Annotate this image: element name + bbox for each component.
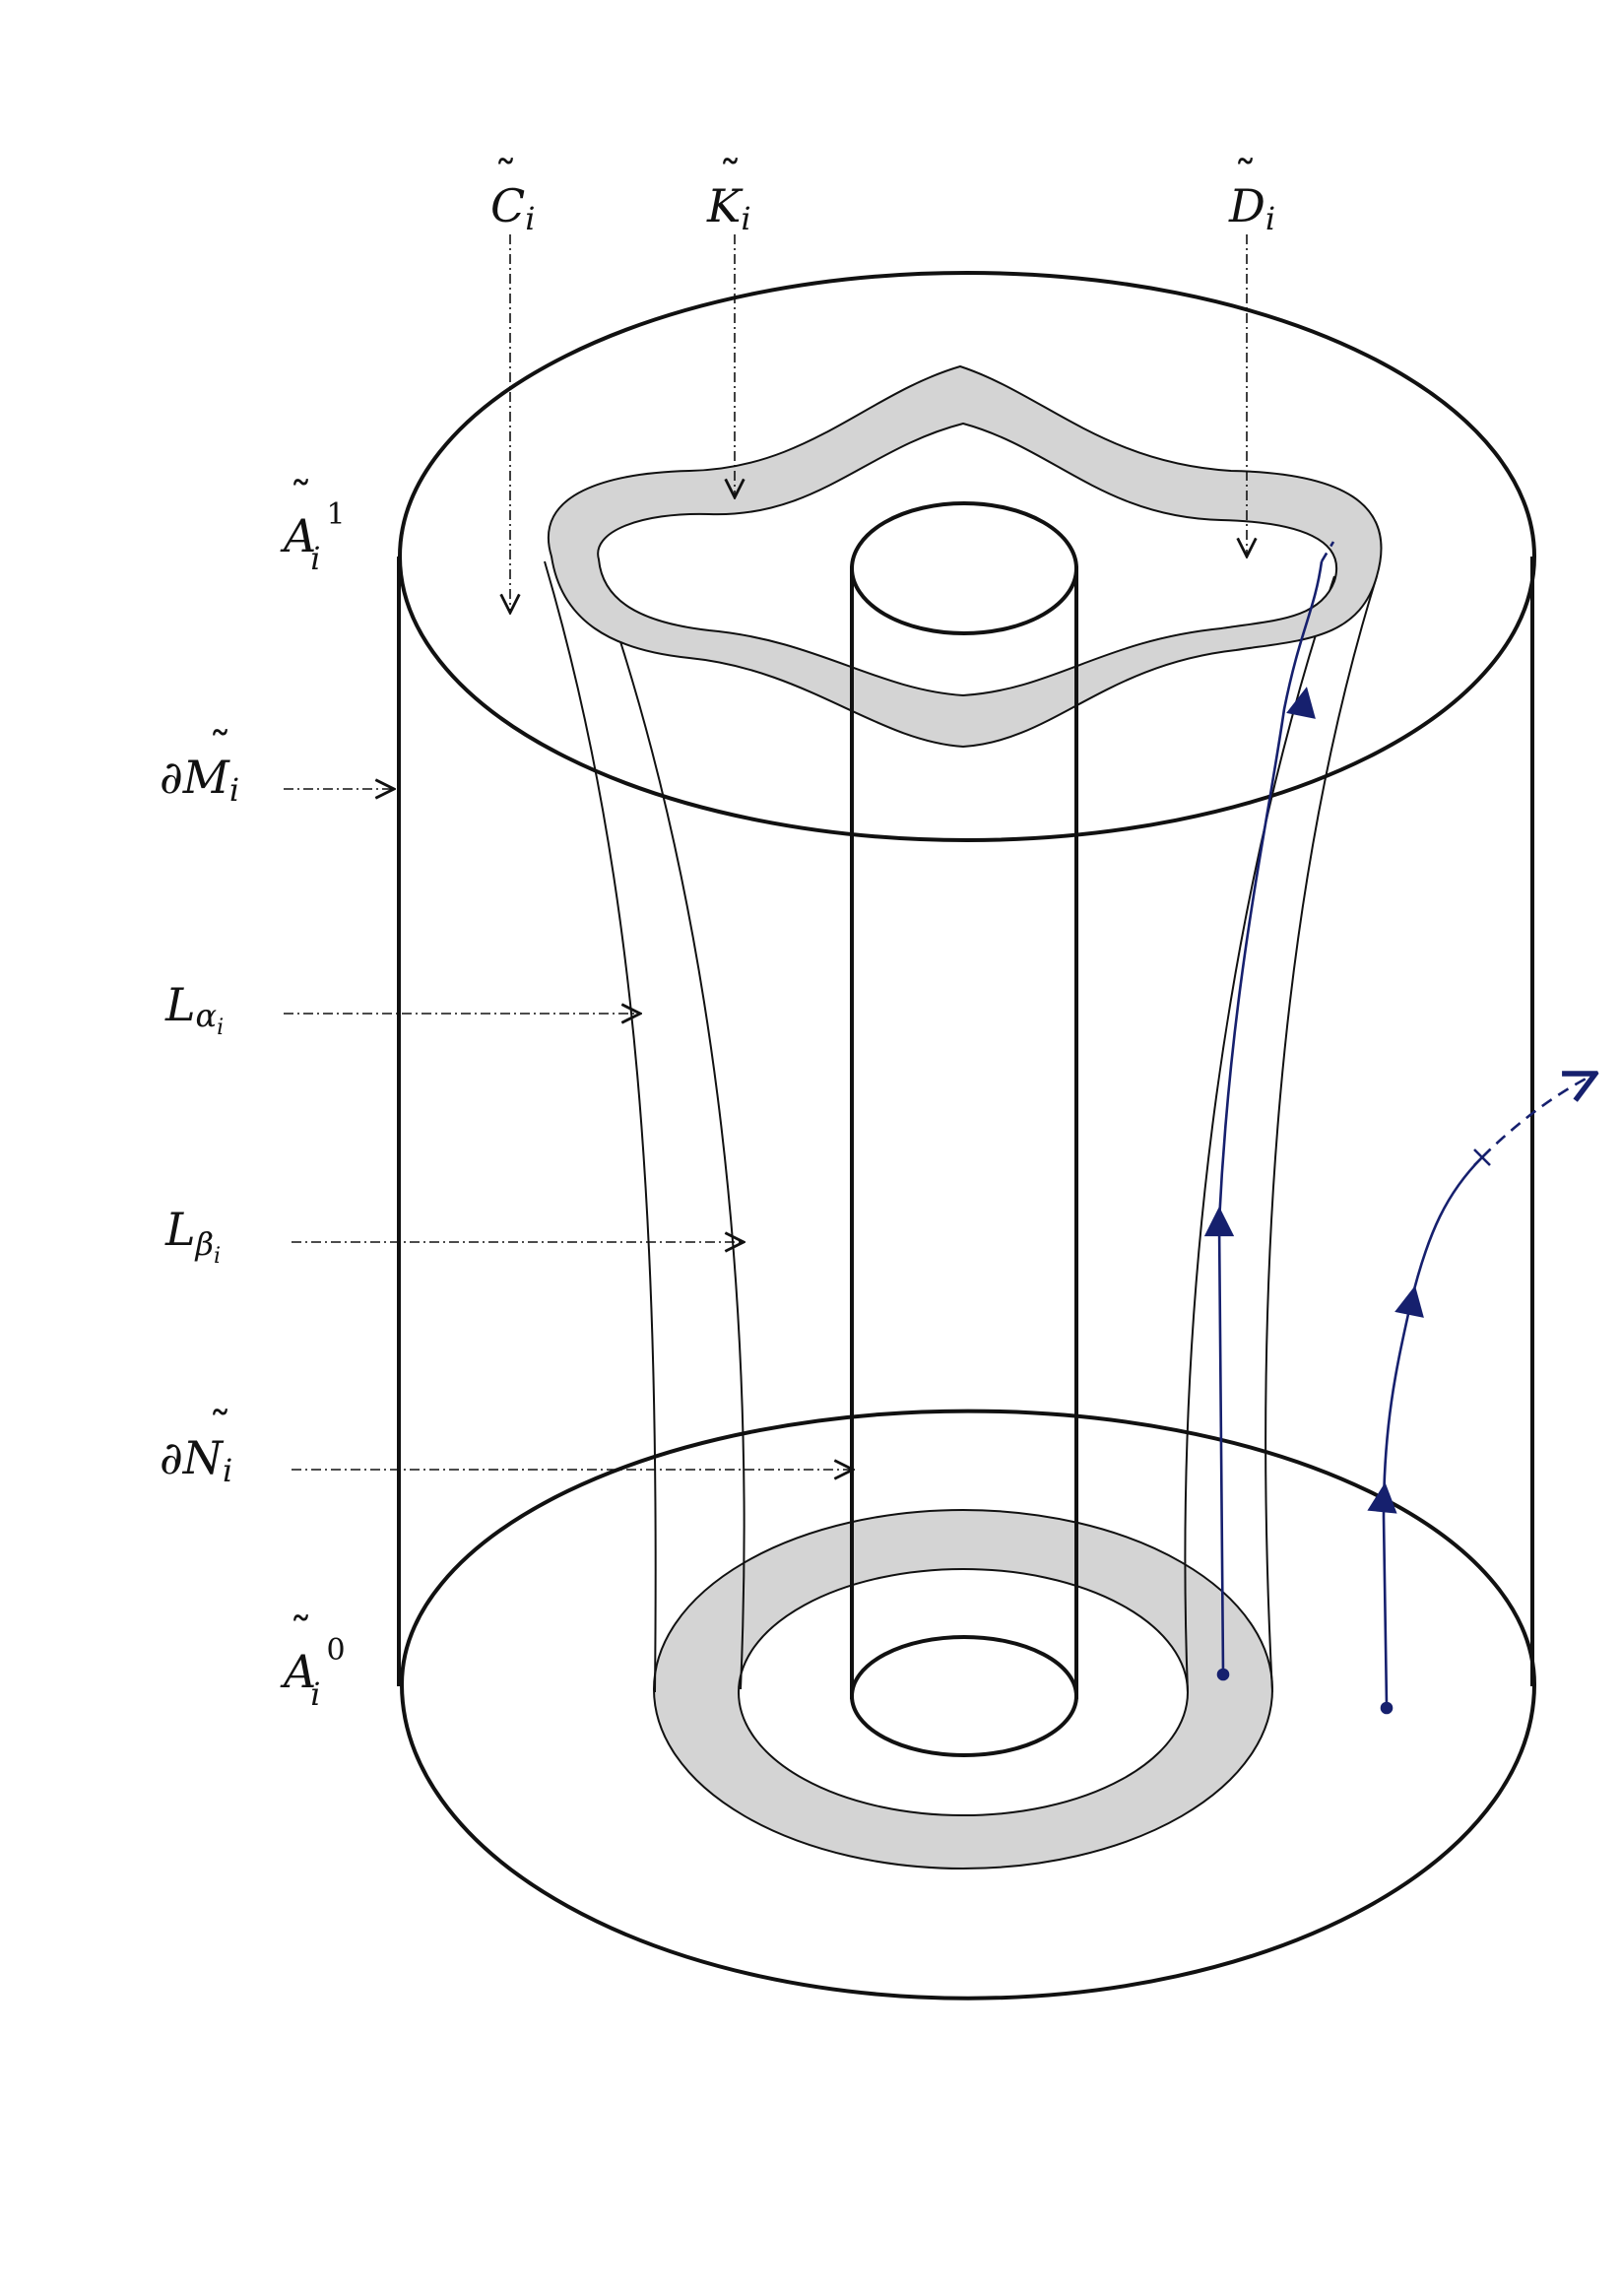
label-l-beta-base: L — [164, 1203, 196, 1256]
inner-cylinder — [850, 501, 1078, 1757]
label-k-sub: i — [741, 200, 750, 237]
label-a-top: ˜ Ai1 — [280, 472, 346, 577]
svg-text:∂Mi: ∂Mi — [160, 751, 239, 809]
top-disk-a1 — [398, 271, 1536, 842]
label-dm: ˜ ∂Mi — [160, 722, 239, 809]
label-dm-base: M — [182, 751, 231, 804]
label-d-tilde: ˜ — [1234, 151, 1257, 204]
svg-text:Ci: Ci — [490, 179, 535, 237]
label-l-beta-subsub: i — [214, 1244, 221, 1269]
labels: ˜ Ci ˜ Ki ˜ Di ˜ Ai1 ˜ — [160, 151, 1275, 1713]
label-l-beta-sub: β — [195, 1225, 215, 1263]
label-l-beta: Lβi — [164, 1203, 221, 1269]
label-dm-sub: i — [229, 771, 239, 809]
flow-lines — [1203, 541, 1595, 1715]
label-dn-tilde: ˜ — [209, 1402, 231, 1455]
label-a-bottom-base: A — [280, 1645, 316, 1698]
flow-line-outer-arrow-low — [1367, 1481, 1397, 1514]
label-d: ˜ Di — [1228, 151, 1275, 237]
label-c-sub: i — [525, 200, 535, 237]
svg-text:Lβi: Lβi — [164, 1203, 221, 1269]
label-a-top-sup: 1 — [326, 497, 345, 532]
label-d-sub: i — [1265, 200, 1275, 237]
svg-text:∂Ni: ∂Ni — [160, 1431, 232, 1489]
flow-line-outer-cross — [1473, 1148, 1491, 1166]
svg-text:Lαi: Lαi — [164, 978, 224, 1040]
label-c: ˜ Ci — [490, 151, 535, 237]
outer-cylinder — [397, 271, 1536, 2001]
flow-line-outer-dashed — [1481, 1074, 1595, 1158]
top-wavy-ring — [547, 364, 1383, 749]
label-a-bottom-sub: i — [310, 1675, 320, 1713]
l-beta-right-wall — [1184, 575, 1335, 1693]
label-l-alpha-sub: α — [196, 997, 218, 1034]
label-a-bottom-sup: 0 — [326, 1633, 345, 1668]
flow-line-inner-dashed — [1320, 541, 1335, 562]
svg-text:Ki: Ki — [706, 179, 751, 237]
label-l-alpha-base: L — [164, 978, 196, 1031]
label-l-alpha-subsub: i — [217, 1016, 224, 1040]
wavy-ring-shade — [547, 364, 1383, 749]
label-a-bottom-tilde: ˜ — [290, 1607, 312, 1661]
label-c-tilde: ˜ — [494, 151, 517, 204]
label-k: ˜ Ki — [706, 151, 751, 237]
label-dn-sub: i — [223, 1452, 232, 1489]
label-k-tilde: ˜ — [719, 151, 742, 204]
label-a-top-tilde: ˜ — [290, 472, 312, 525]
outer-cylinder-bottom-rim — [400, 1683, 1536, 2001]
flow-line-outer — [1382, 1156, 1483, 1707]
svg-text:Di: Di — [1228, 179, 1275, 237]
label-a-bottom: ˜ Ai0 — [280, 1607, 346, 1713]
label-a-top-sub: i — [310, 540, 320, 577]
label-dm-tilde: ˜ — [209, 722, 231, 775]
flow-line-outer-arrow-high — [1394, 1285, 1424, 1318]
pointer-arrows — [284, 234, 1247, 1470]
label-dn: ˜ ∂Ni — [160, 1402, 232, 1489]
l-alpha-right-wall — [1264, 575, 1378, 1693]
flow-line-inner-start-dot — [1216, 1668, 1230, 1681]
l-alpha-left-wall — [544, 560, 657, 1693]
label-dn-prefix: ∂ — [160, 1431, 183, 1484]
inner-cylinder-bottom — [850, 1635, 1078, 1757]
flow-line-inner-arrow-high — [1286, 687, 1316, 719]
label-a-top-base: A — [280, 509, 316, 562]
bottom-disk-back-rim — [400, 1409, 1536, 1685]
l-beta-left-wall — [596, 570, 746, 1690]
inner-cylinder-top — [850, 501, 1078, 635]
flow-line-inner — [1217, 560, 1324, 1673]
label-c-base: C — [490, 179, 525, 232]
label-k-base: K — [706, 179, 744, 232]
label-l-alpha: Lαi — [164, 978, 224, 1040]
label-d-base: D — [1228, 179, 1265, 232]
svg-text:Ai0: Ai0 — [280, 1633, 346, 1713]
label-dn-base: N — [182, 1431, 225, 1484]
svg-text:Ai1: Ai1 — [280, 497, 346, 577]
label-dm-prefix: ∂ — [160, 751, 183, 804]
flow-line-outer-start-dot — [1380, 1701, 1394, 1715]
